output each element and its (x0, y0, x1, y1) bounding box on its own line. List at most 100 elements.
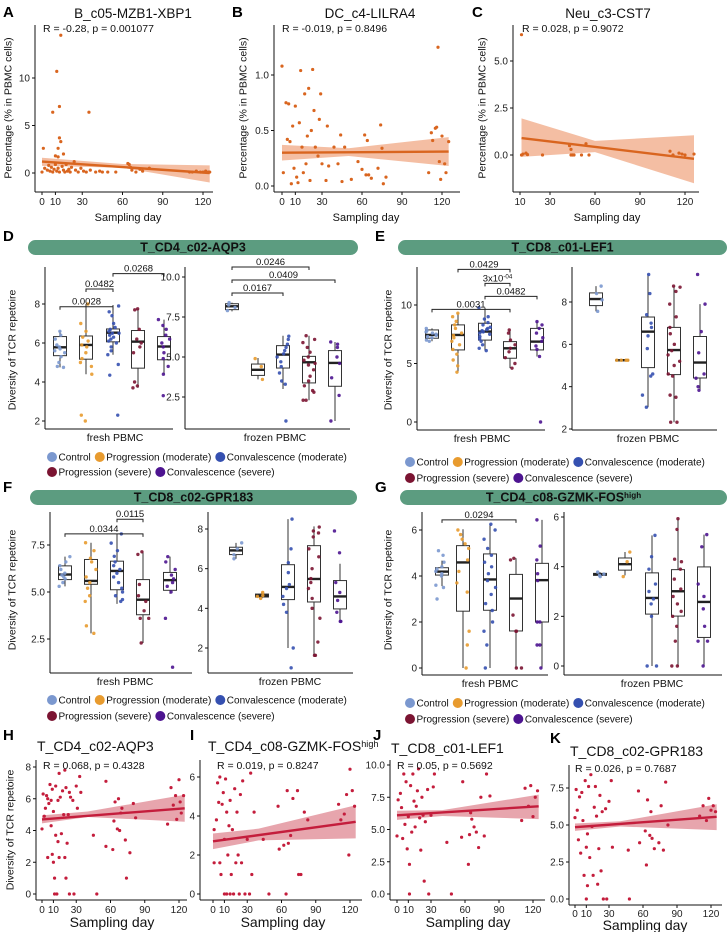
data-point (336, 162, 340, 166)
y-axis-label: Percentage (% in PBMC cells) (238, 37, 250, 178)
y-tick-label: 6 (553, 513, 559, 524)
y-tick-label: 6 (561, 340, 567, 351)
data-point (585, 884, 590, 888)
data-point (137, 327, 141, 332)
data-point (98, 169, 102, 173)
data-point (537, 354, 542, 359)
data-point (161, 393, 165, 398)
significance-bracket (484, 295, 538, 300)
data-point (649, 810, 653, 814)
data-point (653, 582, 658, 586)
data-point (163, 616, 168, 621)
data-point (702, 372, 706, 376)
data-point (115, 571, 119, 575)
data-point (215, 781, 220, 785)
banner-title: T_CD8_c02-GPR183 (134, 491, 254, 505)
data-point (79, 413, 84, 417)
data-point (529, 784, 533, 788)
data-point (281, 602, 286, 607)
y-tick-label: 2.5 (31, 635, 45, 646)
y-tick-label: 0.0 (371, 890, 385, 901)
data-point (115, 827, 119, 831)
data-point (480, 343, 485, 347)
y-tick-label: 4 (189, 812, 195, 823)
data-point (59, 140, 63, 144)
y-tick-label: 10.0 (161, 273, 181, 284)
y-tick-label: 5.0 (31, 588, 45, 599)
data-point (697, 388, 701, 392)
data-point (165, 822, 170, 826)
data-point (63, 571, 67, 575)
facet-frozen: 2 4 6 8 frozen PBMC (197, 512, 353, 688)
data-point (574, 787, 578, 792)
data-point (540, 323, 544, 327)
data-point (649, 602, 653, 606)
data-point (713, 810, 718, 814)
data-point (61, 365, 66, 370)
data-point (51, 110, 55, 114)
data-point (55, 343, 59, 347)
data-point (311, 368, 316, 372)
data-point (580, 790, 584, 795)
data-point (284, 610, 289, 614)
data-point (88, 580, 92, 585)
data-point (457, 569, 461, 574)
significance-bracket (112, 273, 165, 277)
data-point (299, 872, 303, 877)
data-point (466, 862, 470, 866)
data-point (697, 351, 701, 355)
data-point (181, 793, 186, 798)
data-point (672, 342, 677, 347)
legend-label: Control (417, 458, 449, 469)
data-point (286, 841, 290, 845)
y-tick-label: 7.5 (166, 313, 180, 324)
y-tick-label: 2 (411, 618, 417, 629)
data-point (649, 555, 654, 559)
data-point (467, 629, 471, 633)
data-point (422, 879, 426, 883)
data-point (651, 597, 656, 601)
regression-line (41, 160, 210, 175)
data-point (106, 170, 110, 174)
data-point (317, 555, 321, 559)
data-point (671, 594, 675, 599)
data-point (212, 828, 216, 832)
data-point (312, 337, 317, 342)
data-point (364, 173, 368, 177)
data-point (69, 165, 74, 169)
data-point (229, 872, 233, 877)
facet-banner (398, 240, 727, 255)
data-point (395, 834, 399, 838)
data-point (654, 664, 659, 668)
data-point (535, 319, 539, 324)
data-point (114, 170, 118, 174)
data-point (61, 580, 65, 585)
data-point (482, 317, 487, 321)
data-point (607, 799, 611, 803)
data-point (223, 777, 228, 781)
data-point (673, 639, 678, 643)
data-point (57, 584, 61, 589)
data-point (108, 373, 112, 377)
data-point (356, 159, 360, 164)
data-point (95, 892, 99, 896)
data-point (646, 272, 651, 277)
data-point (67, 167, 71, 171)
data-point (51, 170, 55, 174)
data-point (599, 869, 603, 873)
data-point (107, 329, 111, 333)
data-point (233, 787, 237, 791)
data-point (644, 313, 649, 317)
data-point (253, 356, 257, 361)
y-tick-label: 4 (553, 562, 559, 573)
data-point (284, 586, 289, 591)
y-tick-label: 5.0 (494, 57, 508, 68)
data-point (455, 370, 459, 374)
data-point (305, 134, 309, 138)
data-point (214, 818, 219, 822)
box (456, 545, 470, 612)
y-tick-label: 2 (189, 851, 195, 862)
data-point (670, 614, 675, 619)
data-point (540, 153, 545, 157)
data-point (352, 804, 357, 808)
